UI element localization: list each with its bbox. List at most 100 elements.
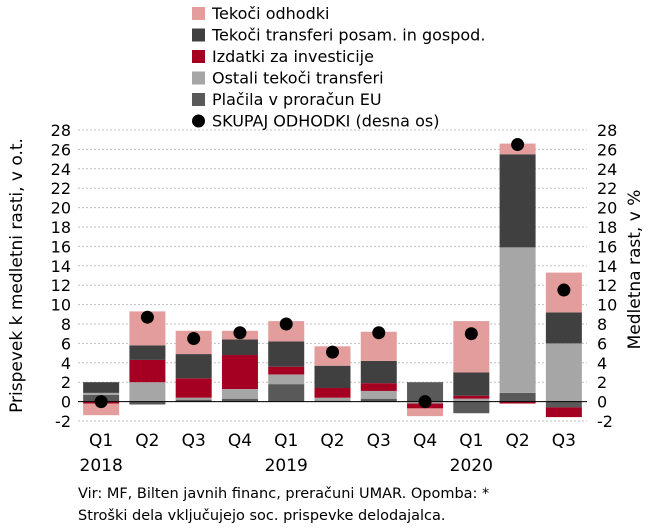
total-marker (94, 395, 108, 409)
x-tick-label: Q2 (320, 431, 344, 451)
legend-marker (192, 114, 205, 128)
y-axis-title-right: Medletna rast, v % (625, 190, 645, 350)
y-tick-left: 10 (51, 296, 71, 315)
total-marker (140, 310, 154, 324)
y-tick-left: 14 (51, 257, 71, 276)
y-tick-right: 6 (597, 334, 607, 353)
y-tick-right: 14 (597, 257, 617, 276)
y-tick-right: 28 (597, 121, 617, 140)
bar-segment (360, 360, 397, 384)
y-tick-left: 20 (51, 199, 71, 218)
bar-segment (453, 398, 490, 402)
legend-label: Plačila v proračun EU (212, 90, 382, 109)
bar-segment (314, 365, 351, 389)
total-marker (511, 138, 525, 152)
x-tick-label: Q3 (367, 431, 391, 451)
source-note: Vir: MF, Bilten javnih financ, preračuni… (78, 483, 643, 527)
legend-label: Tekoči odhodki (211, 4, 329, 23)
total-marker (279, 317, 293, 331)
y-tick-left: 4 (61, 354, 71, 373)
bar-segment (360, 383, 397, 391)
y-tick-right: 26 (597, 140, 617, 159)
legend-swatch (192, 7, 205, 20)
total-marker (326, 345, 339, 359)
x-year-label: 2019 (265, 456, 308, 476)
y-tick-right: 22 (597, 179, 617, 198)
y-tick-left: 0 (61, 393, 71, 412)
total-marker (187, 332, 201, 346)
bar-segment (545, 407, 582, 418)
bar-segment (129, 401, 166, 405)
bar-segment (175, 399, 212, 402)
source-note-line-1: Vir: MF, Bilten javnih financ, preračuni… (78, 486, 490, 502)
bar-segment (83, 403, 120, 416)
legend-swatch (192, 28, 205, 42)
legend-label: SKUPAJ ODHODKI (desna os) (212, 112, 439, 131)
y-tick-left: 24 (51, 160, 71, 179)
bar-segment (407, 408, 444, 417)
y-tick-left: 8 (61, 315, 71, 334)
bar-segment (545, 401, 582, 408)
bar-segment (499, 401, 536, 404)
bar-segment (453, 395, 490, 399)
total-marker (418, 395, 432, 409)
y-tick-left: 6 (61, 334, 71, 353)
y-tick-left: 18 (51, 218, 71, 237)
y-tick-right: 2 (597, 373, 607, 392)
y-axis-title-left: Prispevek k medletni rasti, v o.t. (7, 138, 27, 413)
legend-swatch (192, 93, 205, 106)
y-tick-right: -2 (597, 412, 613, 431)
total-marker (372, 326, 386, 340)
bar-segment (268, 341, 305, 367)
bar-segment (268, 374, 305, 385)
x-year-label: 2020 (450, 456, 493, 476)
y-tick-left: 28 (51, 121, 71, 140)
bar-segment (221, 339, 258, 356)
bar-segment (268, 321, 305, 342)
bar-segment (221, 398, 258, 402)
bar-segment (360, 390, 397, 399)
x-year-label: 2018 (80, 456, 123, 476)
total-marker (557, 283, 571, 297)
bar-segment (545, 312, 582, 344)
y-tick-right: 0 (597, 393, 607, 412)
bar-segment (453, 372, 490, 396)
x-tick-label: Q2 (505, 431, 529, 451)
y-tick-right: 12 (597, 276, 617, 295)
bar-segment (453, 401, 490, 414)
bar-segment (83, 382, 120, 393)
source-note-line-2: Stroški dela vključujejo soc. prispevke … (78, 508, 446, 524)
total-marker (233, 326, 247, 340)
y-tick-right: 4 (597, 354, 607, 373)
total-marker (464, 327, 478, 341)
bar-segment (175, 397, 212, 400)
y-tick-right: 8 (597, 315, 607, 334)
bar-segment (175, 378, 212, 398)
x-tick-label: Q4 (228, 431, 252, 451)
y-tick-left: 22 (51, 179, 71, 198)
x-tick-label: Q3 (182, 431, 206, 451)
x-tick-label: Q1 (459, 431, 483, 451)
bar-segment (268, 384, 305, 402)
bar-segment (360, 398, 397, 402)
y-tick-right: 16 (597, 237, 617, 256)
y-tick-left: 2 (61, 373, 71, 392)
legend-label: Ostali tekoči transferi (212, 69, 384, 88)
bar-segment (221, 388, 258, 399)
bar-segment (129, 382, 166, 402)
y-tick-left: 16 (51, 237, 71, 256)
bar-segment (499, 154, 536, 248)
bar-segment (545, 343, 582, 402)
x-tick-label: Q3 (552, 431, 576, 451)
bar-segment (268, 366, 305, 375)
y-tick-right: 18 (597, 218, 617, 237)
bar-segment (499, 247, 536, 393)
bar-segment (83, 392, 120, 395)
legend-swatch (192, 50, 205, 63)
x-tick-label: Q1 (89, 431, 113, 451)
bar-segment (129, 359, 166, 383)
bar-segment (129, 345, 166, 360)
y-tick-left: 26 (51, 140, 71, 159)
